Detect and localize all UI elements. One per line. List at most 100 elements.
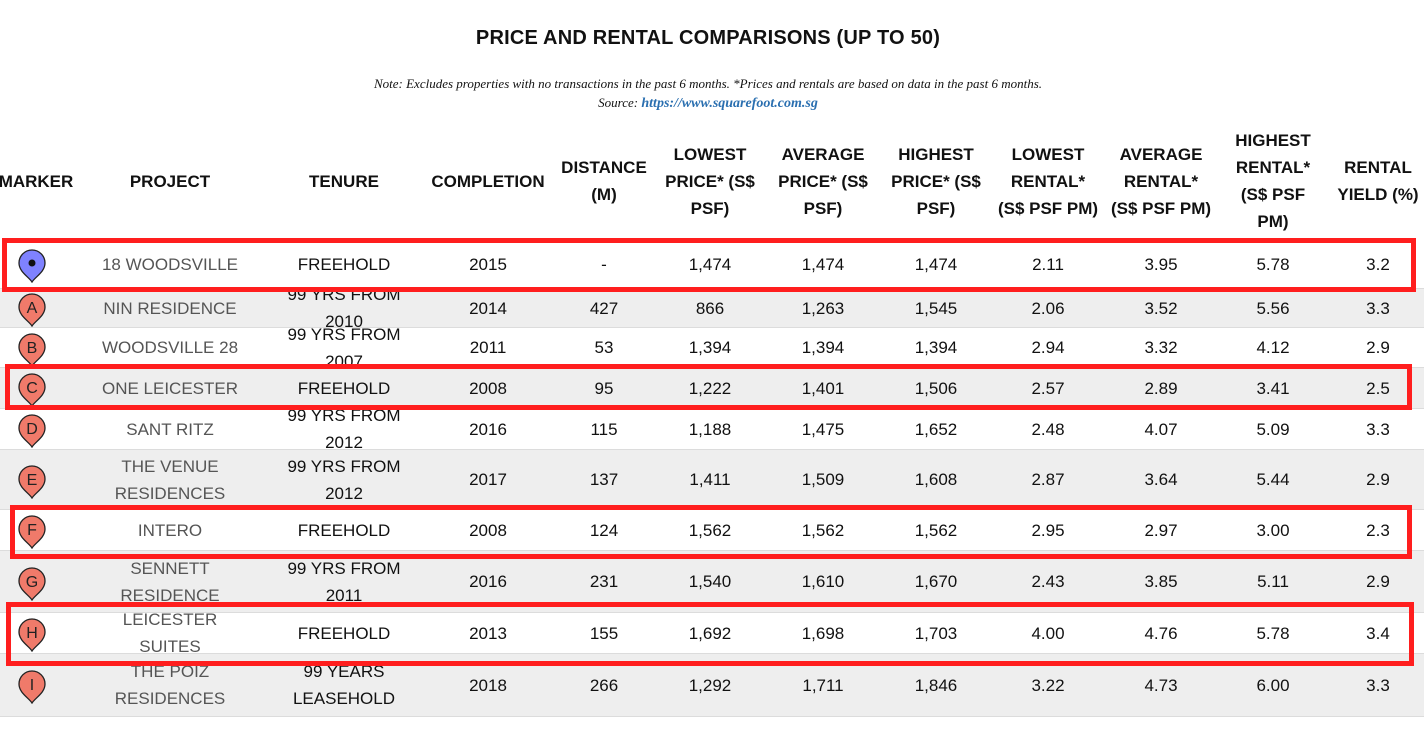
header-rental-yield[interactable]: RENTAL YIELD (%)	[1337, 158, 1419, 204]
cell-rental-yield: 2.3	[1366, 520, 1390, 540]
map-pin-icon-h[interactable]: H	[16, 618, 48, 652]
cell-lowest-price: 1,692	[688, 623, 732, 643]
header-average-rental[interactable]: AVERAGE RENTAL* (S$ PSF PM)	[1110, 144, 1212, 218]
cell-lowest-price: 1,222	[688, 378, 732, 398]
header-distance[interactable]: DISTANCE (M)	[561, 158, 647, 204]
cell-average-price: 1,475	[801, 419, 845, 439]
cell-highest-price: 1,703	[914, 623, 958, 643]
header-project[interactable]: PROJECT	[129, 171, 211, 191]
table-row[interactable]: 18 WOODSVILLE FREEHOLD 2015 - 1,474 1,474 1,47…	[0, 240, 1424, 289]
cell-completion: 2014	[469, 298, 507, 318]
cell-highest-rental: 5.78	[1256, 623, 1290, 643]
marker-letter: D	[26, 421, 38, 438]
header-average-price[interactable]: AVERAGE PRICE* (S$ PSF)	[778, 144, 868, 218]
pin-dot	[28, 259, 36, 267]
header-highest-price[interactable]: HIGHEST PRICE* (S$ PSF)	[891, 144, 981, 218]
cell-highest-rental: 5.11	[1257, 572, 1289, 591]
cell-lowest-rental: 2.06	[1031, 298, 1065, 318]
cell-highest-rental: 4.12	[1256, 338, 1290, 357]
cell-lowest-rental: 2.43	[1031, 572, 1065, 591]
cell-project[interactable]: SANT RITZ	[126, 419, 214, 439]
map-pin-icon-current[interactable]	[16, 249, 48, 283]
map-pin-icon-a[interactable]: A	[16, 293, 48, 327]
cell-lowest-price: 1,292	[688, 675, 732, 695]
cell-average-rental: 2.97	[1144, 520, 1178, 540]
marker-letter: A	[27, 300, 38, 317]
cell-completion: 2017	[469, 470, 507, 489]
cell-highest-price: 1,652	[914, 419, 958, 439]
cell-project[interactable]: LEICESTER SUITES	[122, 610, 218, 656]
map-pin-icon-i[interactable]: I	[16, 670, 48, 704]
table-row[interactable]: I THE POIZ RESIDENCES 99 YEARS LEASEHOLD 20…	[0, 654, 1424, 717]
cell-project[interactable]: NIN RESIDENCE	[103, 298, 237, 318]
cell-highest-rental: 3.41	[1256, 378, 1290, 398]
source-label: Source:	[598, 95, 639, 110]
cell-highest-price: 1,506	[914, 378, 958, 398]
cell-project[interactable]: WOODSVILLE 28	[101, 338, 239, 357]
cell-rental-yield: 3.2	[1366, 254, 1390, 274]
map-pin-icon-e[interactable]: E	[16, 465, 48, 499]
table-row[interactable]: D SANT RITZ 99 YRS FROM 2012 2016 115 1,188 1,…	[0, 406, 1424, 452]
header-marker[interactable]: MARKER	[0, 171, 74, 191]
cell-lowest-rental: 2.57	[1031, 378, 1065, 398]
table-row[interactable]: A NIN RESIDENCE 99 YRS FROM 2010 2014 427 866…	[0, 285, 1424, 331]
cell-distance: -	[601, 254, 607, 274]
cell-lowest-rental: 2.48	[1031, 419, 1065, 439]
cell-marker: C	[0, 368, 76, 408]
cell-highest-price: 1,474	[914, 254, 958, 274]
cell-lowest-price: 1,562	[688, 520, 732, 540]
table-row[interactable]: E THE VENUE RESIDENCES 99 YRS FROM 2012 201…	[0, 450, 1424, 510]
map-pin-icon-b[interactable]: B	[16, 333, 48, 367]
cell-project[interactable]: 18 WOODSVILLE	[101, 254, 239, 274]
table-row[interactable]: G SENNETT RESIDENCE 99 YRS FROM 2011 2016 23…	[0, 551, 1424, 613]
header-lowest-rental[interactable]: LOWEST RENTAL* (S$ PSF PM)	[997, 144, 1099, 218]
cell-project[interactable]: THE POIZ RESIDENCES	[114, 662, 226, 708]
cell-lowest-rental: 2.94	[1031, 338, 1065, 357]
cell-lowest-rental: 2.95	[1031, 520, 1065, 540]
cell-tenure: FREEHOLD	[297, 378, 391, 398]
marker-letter: F	[27, 522, 37, 539]
cell-rental-yield: 2.9	[1366, 338, 1390, 357]
cell-average-price: 1,263	[801, 298, 845, 318]
cell-highest-price: 1,545	[914, 298, 958, 318]
cell-project[interactable]: ONE LEICESTER	[101, 378, 239, 398]
cell-lowest-price: 1,394	[688, 338, 732, 357]
cell-completion: 2008	[469, 378, 507, 398]
cell-average-rental: 3.64	[1144, 470, 1178, 489]
cell-distance: 124	[589, 520, 619, 540]
cell-rental-yield: 3.3	[1366, 675, 1390, 695]
cell-lowest-price: 1,188	[688, 419, 732, 439]
cell-completion: 2011	[469, 338, 507, 357]
header-highest-rental[interactable]: HIGHEST RENTAL* (S$ PSF PM)	[1235, 131, 1311, 231]
table-row[interactable]: H LEICESTER SUITES FREEHOLD 2013 155 1,692 1,6…	[0, 610, 1424, 656]
table-row[interactable]: F INTERO FREEHOLD 2008 124 1,562 1,562 1,562 2.9…	[0, 510, 1424, 551]
map-pin-icon-g[interactable]: G	[16, 567, 48, 601]
cell-project[interactable]: THE VENUE RESIDENCES	[114, 456, 226, 503]
cell-lowest-rental: 2.11	[1032, 254, 1064, 274]
table-row[interactable]: C ONE LEICESTER FREEHOLD 2008 95 1,222 1,401 1,…	[0, 368, 1424, 409]
table-row[interactable]: B WOODSVILLE 28 99 YRS FROM 2007 2011 53 1,39…	[0, 325, 1424, 371]
map-pin-icon-d[interactable]: D	[16, 414, 48, 448]
source-link[interactable]: https://www.squarefoot.com.sg	[641, 96, 818, 111]
cell-project[interactable]: INTERO	[137, 520, 203, 540]
map-pin-icon-c[interactable]: C	[16, 373, 48, 407]
cell-lowest-rental: 4.00	[1031, 623, 1065, 643]
header-completion[interactable]: COMPLETION	[431, 171, 545, 191]
header-lowest-price[interactable]: LOWEST PRICE* (S$ PSF)	[665, 144, 755, 218]
cell-project[interactable]: SENNETT RESIDENCE	[120, 558, 220, 605]
cell-marker: E	[0, 450, 76, 509]
map-pin-icon-f[interactable]: F	[16, 515, 48, 549]
cell-marker: G	[0, 551, 76, 612]
cell-average-price: 1,562	[801, 520, 845, 540]
header-tenure[interactable]: TENURE	[309, 171, 379, 191]
cell-marker	[0, 240, 76, 288]
cell-distance: 115	[590, 419, 618, 439]
cell-lowest-price: 1,411	[689, 470, 731, 489]
cell-rental-yield: 2.5	[1366, 378, 1390, 398]
cell-highest-price: 1,846	[914, 675, 958, 695]
cell-completion: 2013	[469, 623, 507, 643]
cell-tenure: 99 YRS FROM 2011	[287, 558, 401, 605]
cell-average-rental: 3.32	[1144, 338, 1178, 357]
cell-highest-rental: 5.44	[1256, 470, 1290, 489]
